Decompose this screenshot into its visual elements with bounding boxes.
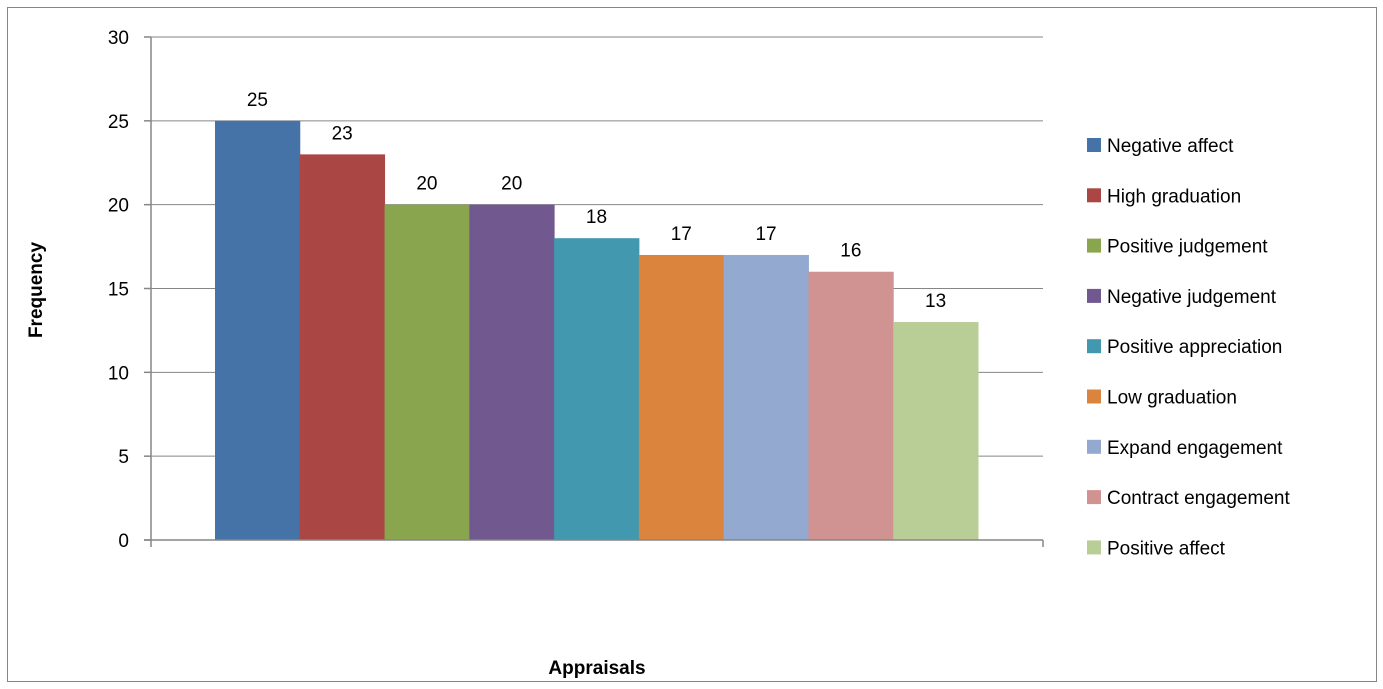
y-tick-label: 0 [118, 531, 129, 552]
y-tick-label: 15 [108, 280, 129, 301]
chart-frame [7, 7, 1377, 682]
legend-item-label: High graduation [1107, 186, 1241, 207]
data-label: 17 [671, 224, 692, 245]
legend-swatch [1087, 389, 1101, 404]
legend-item-label: Positive affect [1107, 538, 1226, 559]
data-label: 13 [925, 291, 946, 312]
legend-swatch [1087, 439, 1101, 454]
y-tick-label: 5 [118, 447, 129, 468]
y-tick-label: 20 [108, 196, 129, 217]
data-label: 16 [840, 241, 861, 262]
legend-item-label: Positive judgement [1107, 237, 1268, 258]
x-axis-title: Appraisals [548, 658, 645, 679]
bar-low-graduation [638, 254, 725, 540]
legend-swatch [1087, 138, 1101, 152]
y-axis-title: Frequency [26, 242, 47, 339]
data-label: 20 [501, 174, 522, 195]
bar-expand-engagement [723, 254, 809, 540]
legend-item-label: Negative affect [1107, 136, 1234, 157]
legend-swatch [1087, 188, 1101, 203]
bar-positive-judgement [384, 204, 470, 540]
legend-swatch [1087, 288, 1101, 303]
bar-negative-judgement [469, 204, 555, 540]
data-label: 25 [247, 90, 268, 111]
bar-positive-affect [893, 322, 979, 540]
legend: Negative affect High graduation Positive j… [1087, 136, 1290, 559]
data-label: 20 [416, 174, 437, 195]
data-label: 17 [755, 224, 776, 245]
legend-item-label: Negative judgement [1107, 287, 1277, 308]
bar-negative-affect [215, 120, 301, 540]
y-tick-label: 25 [108, 112, 129, 133]
legend-item-label: Contract engagement [1107, 488, 1290, 509]
bar-contract-engagement [808, 271, 894, 540]
legend-swatch [1087, 238, 1101, 253]
data-label: 18 [586, 207, 607, 228]
legend-item-label: Positive appreciation [1107, 337, 1282, 358]
axes: 0 5 10 15 20 25 30 [108, 28, 1044, 552]
legend-swatch [1087, 540, 1101, 555]
bar-high-graduation [299, 154, 386, 540]
bar-positive-appreciation [554, 238, 640, 540]
data-label: 23 [332, 123, 353, 144]
legend-swatch [1087, 339, 1101, 354]
data-labels: 25 23 20 20 18 17 17 16 13 [247, 90, 946, 312]
y-tick-label: 30 [108, 28, 129, 49]
bars [215, 120, 979, 540]
legend-swatch [1087, 490, 1101, 505]
legend-item-label: Expand engagement [1107, 438, 1283, 459]
legend-item-label: Low graduation [1107, 388, 1237, 409]
y-tick-label: 10 [108, 363, 129, 384]
